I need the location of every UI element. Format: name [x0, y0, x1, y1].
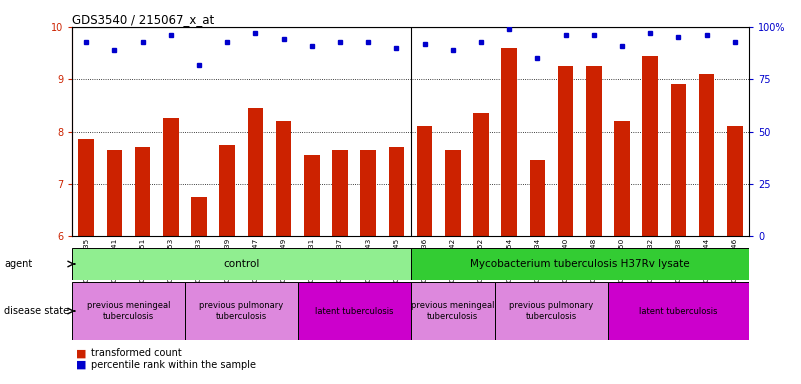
Text: previous meningeal
tuberculosis: previous meningeal tuberculosis: [411, 301, 494, 321]
Bar: [445, 150, 461, 236]
Bar: [191, 197, 207, 236]
Bar: [276, 121, 292, 236]
Bar: [417, 126, 433, 236]
Text: ■: ■: [76, 348, 87, 358]
Text: latent tuberculosis: latent tuberculosis: [315, 306, 393, 316]
Bar: [78, 139, 94, 236]
Text: GDS3540 / 215067_x_at: GDS3540 / 215067_x_at: [72, 13, 215, 26]
Text: previous pulmonary
tuberculosis: previous pulmonary tuberculosis: [509, 301, 594, 321]
Bar: [411, 282, 495, 340]
Bar: [411, 248, 749, 280]
Text: Mycobacterium tuberculosis H37Rv lysate: Mycobacterium tuberculosis H37Rv lysate: [470, 259, 690, 269]
Bar: [642, 56, 658, 236]
Bar: [185, 282, 298, 340]
Bar: [557, 66, 574, 236]
Bar: [298, 282, 411, 340]
Bar: [670, 84, 686, 236]
Bar: [219, 145, 235, 236]
Text: control: control: [223, 259, 260, 269]
Bar: [360, 150, 376, 236]
Bar: [72, 282, 185, 340]
Bar: [727, 126, 743, 236]
Text: transformed count: transformed count: [91, 348, 181, 358]
Bar: [304, 155, 320, 236]
Text: latent tuberculosis: latent tuberculosis: [639, 306, 718, 316]
Text: agent: agent: [4, 259, 32, 269]
Bar: [699, 74, 714, 236]
Bar: [608, 282, 749, 340]
Bar: [107, 150, 122, 236]
Bar: [72, 248, 411, 280]
Bar: [473, 113, 489, 236]
Text: disease state: disease state: [4, 306, 69, 316]
Text: previous meningeal
tuberculosis: previous meningeal tuberculosis: [87, 301, 171, 321]
Text: ■: ■: [76, 360, 87, 370]
Text: percentile rank within the sample: percentile rank within the sample: [91, 360, 256, 370]
Bar: [501, 48, 517, 236]
Bar: [529, 160, 545, 236]
Bar: [163, 118, 179, 236]
Bar: [495, 282, 608, 340]
Bar: [248, 108, 264, 236]
Bar: [586, 66, 602, 236]
Bar: [332, 150, 348, 236]
Bar: [614, 121, 630, 236]
Text: previous pulmonary
tuberculosis: previous pulmonary tuberculosis: [199, 301, 284, 321]
Bar: [135, 147, 151, 236]
Bar: [388, 147, 405, 236]
